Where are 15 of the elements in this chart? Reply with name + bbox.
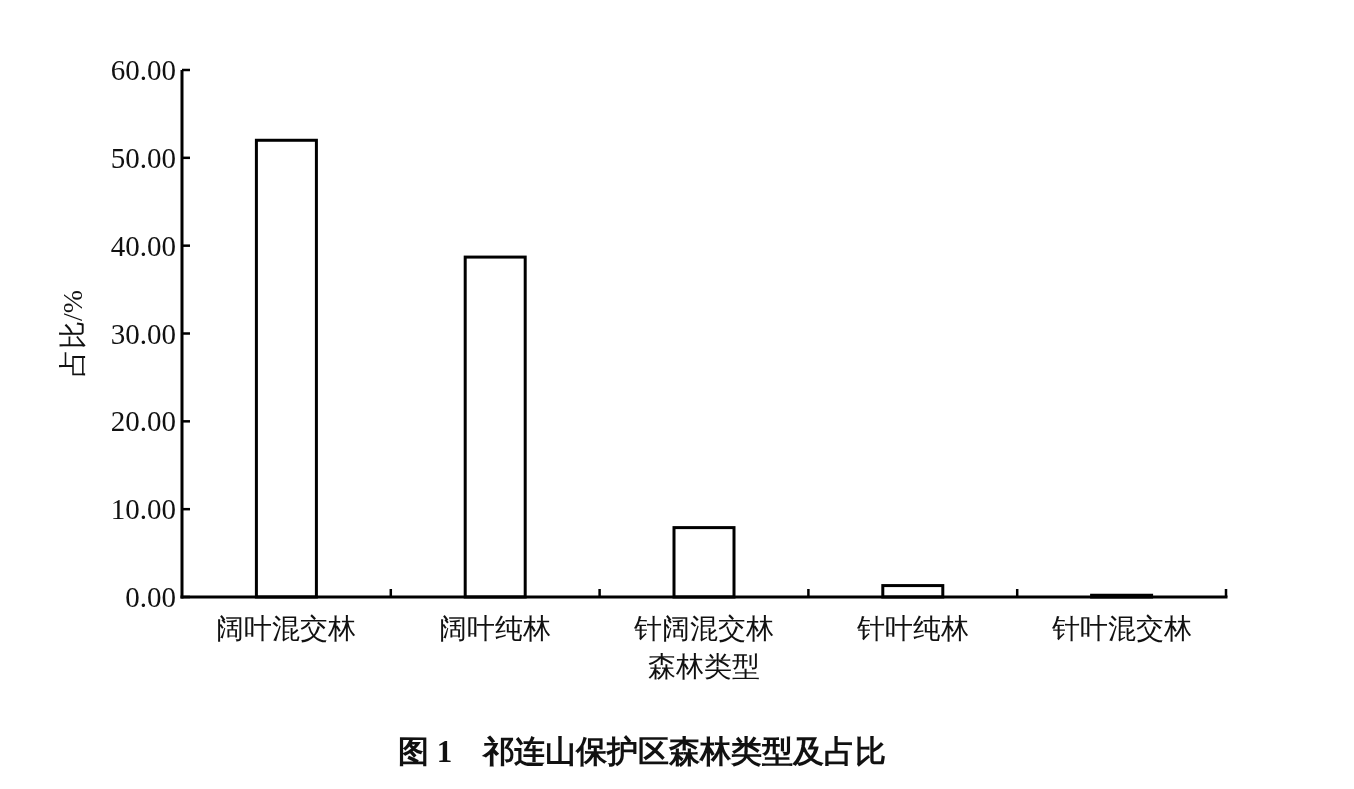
x-tick-label: 针叶纯林 xyxy=(855,613,969,644)
y-tick-label: 40.00 xyxy=(110,229,176,262)
x-axis-title: 森林类型 xyxy=(648,651,760,682)
y-tick-label: 50.00 xyxy=(110,141,176,174)
y-tick-label: 0.00 xyxy=(125,581,176,613)
y-tick-label: 30.00 xyxy=(110,317,176,350)
y-tick-label: 10.00 xyxy=(110,493,176,526)
y-tick-label: 20.00 xyxy=(110,405,176,438)
x-tick-label: 阔叶混交林 xyxy=(216,613,357,644)
y-tick-label: 60.00 xyxy=(110,54,176,86)
x-tick-label: 针叶混交林 xyxy=(1050,613,1192,644)
x-tick-label: 阔叶纯林 xyxy=(439,613,552,644)
y-axis-title: 占比/% xyxy=(57,289,88,378)
text: 图 1 祁连山保护区森林类型及占比 xyxy=(397,734,887,769)
x-tick-label: 针阔混交林 xyxy=(633,613,774,644)
